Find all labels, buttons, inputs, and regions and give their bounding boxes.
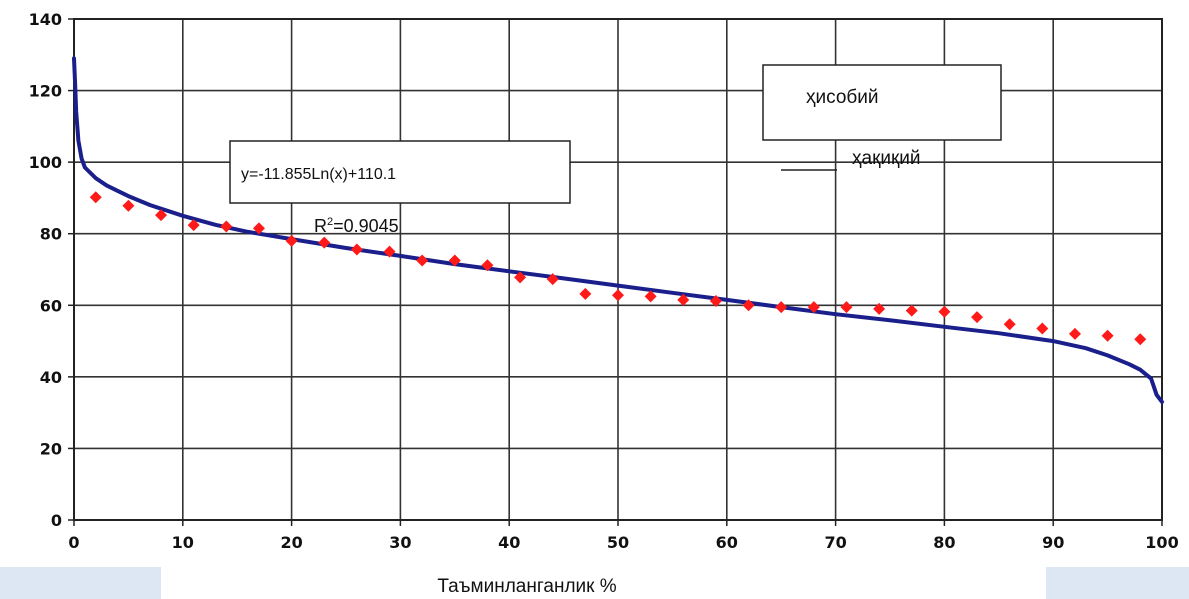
legend-box <box>762 64 1002 141</box>
x-tick-label: 20 <box>280 533 302 552</box>
calculated-series-line <box>72 56 1164 404</box>
actual-data-point <box>546 273 559 286</box>
corner-block-right <box>1046 567 1189 599</box>
r-squared-label: R2=0.9045 <box>314 216 399 236</box>
actual-data-point <box>971 311 984 324</box>
y-tick-label: 40 <box>40 368 62 387</box>
x-axis-title: Таъминланганлик % <box>437 576 616 597</box>
actual-data-point <box>318 236 331 249</box>
actual-data-point <box>187 219 200 232</box>
actual-data-point <box>579 287 592 300</box>
actual-data-point <box>481 259 494 272</box>
actual-data-point <box>1003 318 1016 331</box>
actual-data-point <box>1036 322 1049 335</box>
actual-data-point <box>122 199 135 212</box>
actual-data-point <box>677 293 690 306</box>
x-tick-label: 0 <box>68 533 79 552</box>
actual-data-point <box>905 304 918 317</box>
x-tick-label: 10 <box>172 533 194 552</box>
actual-data-point <box>840 301 853 314</box>
actual-data-point <box>1134 333 1147 346</box>
corner-block-left <box>0 567 161 599</box>
x-tick-label: 40 <box>498 533 520 552</box>
actual-data-point <box>742 299 755 312</box>
actual-data-point <box>89 191 102 204</box>
actual-data-point <box>155 209 168 222</box>
actual-data-point <box>220 220 233 233</box>
x-tick-label: 80 <box>933 533 955 552</box>
actual-data-point <box>807 301 820 314</box>
actual-data-point <box>873 302 886 315</box>
actual-data-point <box>514 271 527 284</box>
y-tick-label: 20 <box>40 439 62 458</box>
y-tick-label: 120 <box>29 82 62 101</box>
y-tick-label: 140 <box>29 10 62 29</box>
actual-data-point <box>416 254 429 267</box>
actual-data-point <box>252 222 265 235</box>
x-axis-ticks: 0 10 20 30 40 50 60 70 80 90 100 <box>68 520 1179 552</box>
actual-data-point <box>1101 329 1114 342</box>
equation-label: y=-11.855Ln(x)+110.1 <box>241 166 396 183</box>
x-tick-label: 100 <box>1145 533 1178 552</box>
x-tick-label: 70 <box>824 533 846 552</box>
actual-data-point <box>350 243 363 256</box>
y-tick-label: 0 <box>51 511 62 530</box>
x-tick-label: 50 <box>607 533 629 552</box>
equation-box <box>229 140 571 204</box>
actual-data-point <box>775 301 788 314</box>
x-tick-label: 60 <box>716 533 738 552</box>
legend-label-actual: ҳақиқий <box>852 148 921 169</box>
actual-data-point <box>709 294 722 307</box>
x-tick-label: 30 <box>389 533 411 552</box>
legend-label-calculated: ҳисобий <box>806 87 879 108</box>
actual-data-point <box>1068 327 1081 340</box>
actual-data-point <box>383 245 396 258</box>
actual-data-point <box>448 254 461 267</box>
x-tick-label: 90 <box>1042 533 1064 552</box>
y-axis-ticks: 0 20 40 60 80 100 120 140 <box>29 10 74 530</box>
actual-data-point <box>938 305 951 318</box>
y-tick-label: 80 <box>40 225 62 244</box>
y-tick-label: 60 <box>40 296 62 315</box>
actual-data-point <box>285 234 298 247</box>
actual-data-point <box>612 289 624 302</box>
actual-data-point <box>644 290 657 303</box>
calculated-curve <box>72 56 1164 404</box>
actual-points <box>89 191 1147 346</box>
y-tick-label: 100 <box>29 153 62 172</box>
